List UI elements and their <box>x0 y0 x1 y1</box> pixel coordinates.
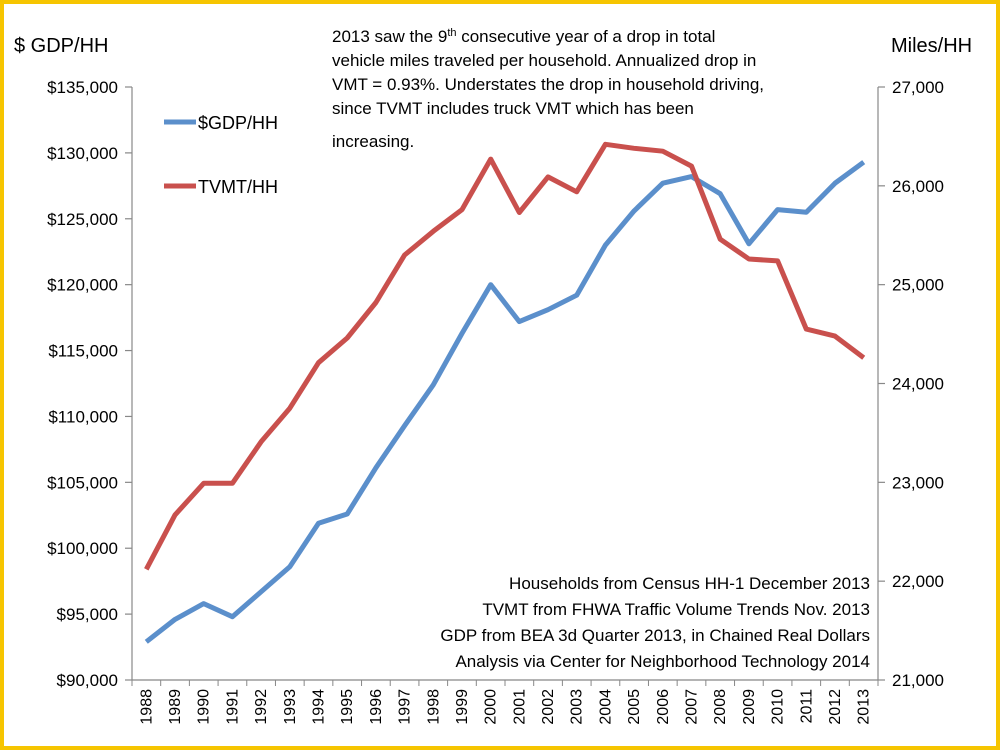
source-line-1: Households from Census HH-1 December 201… <box>509 574 870 593</box>
x-tick-label: 2004 <box>597 689 614 725</box>
x-tick-label: 2005 <box>626 689 643 725</box>
right-tick-label: 22,000 <box>892 572 944 591</box>
x-tick-label: 1989 <box>167 689 184 725</box>
x-tick-label: 1993 <box>282 689 299 725</box>
x-tick-label: 1996 <box>368 689 385 725</box>
series <box>146 144 864 642</box>
x-tick-label: 2010 <box>770 689 787 725</box>
left-tick-label: $135,000 <box>47 78 118 97</box>
right-axis-title: Miles/HH <box>891 35 972 57</box>
left-tick-label: $90,000 <box>57 671 118 690</box>
x-tick-label: 1990 <box>196 689 213 725</box>
x-tick-label: 2009 <box>741 689 758 725</box>
right-tick-label: 24,000 <box>892 375 944 394</box>
annotation-line-5: increasing. <box>332 132 414 151</box>
x-tick-label: 1988 <box>138 689 155 725</box>
line-chart: $ GDP/HH Miles/HH 2013 saw the 9th conse… <box>4 4 1000 754</box>
x-tick-label: 1998 <box>425 689 442 725</box>
x-tick-label: 2011 <box>798 689 815 724</box>
x-tick-label: 1992 <box>253 689 270 725</box>
x-tick-label: 2001 <box>511 689 528 725</box>
annotation: 2013 saw the 9th consecutive year of a d… <box>332 27 764 151</box>
source-line-4: Analysis via Center for Neighborhood Tec… <box>455 652 870 671</box>
source-line-2: TVMT from FHWA Traffic Volume Trends Nov… <box>482 600 870 619</box>
annotation-line-4: since TVMT includes truck VMT which has … <box>332 99 694 118</box>
left-tick-label: $125,000 <box>47 210 118 229</box>
right-tick-label: 26,000 <box>892 177 944 196</box>
left-tick-label: $115,000 <box>48 342 118 361</box>
left-tick-label: $95,000 <box>57 605 118 624</box>
x-tick-label: 2012 <box>827 689 844 725</box>
annotation-line-2: vehicle miles traveled per household. An… <box>332 51 756 70</box>
legend-label-tvmt: TVMT/HH <box>198 177 278 197</box>
x-tick-label: 2007 <box>684 689 701 725</box>
left-tick-label: $105,000 <box>47 473 118 492</box>
x-tick-label: 1991 <box>224 689 241 725</box>
source-line-3: GDP from BEA 3d Quarter 2013, in Chained… <box>440 626 870 645</box>
x-tick-label: 2008 <box>712 689 729 725</box>
left-tick-label: $120,000 <box>47 276 118 295</box>
x-tick-label: 2002 <box>540 689 557 725</box>
left-tick-label: $100,000 <box>47 539 118 558</box>
x-tick-label: 1994 <box>311 689 328 725</box>
x-tick-label: 2000 <box>483 689 500 725</box>
annotation-line-3: VMT = 0.93%. Understates the drop in hou… <box>332 75 764 94</box>
series-line-gdp <box>146 162 863 642</box>
right-tick-label: 27,000 <box>892 78 944 97</box>
x-tick-label: 2013 <box>856 689 873 725</box>
x-tick-label: 1999 <box>454 689 471 725</box>
x-tick-label: 1995 <box>339 689 356 725</box>
x-tick-label: 1997 <box>397 689 414 725</box>
legend-label-gdp: $GDP/HH <box>198 113 278 133</box>
left-tick-label: $110,000 <box>48 407 118 426</box>
right-tick-label: 21,000 <box>892 671 944 690</box>
right-tick-label: 23,000 <box>892 473 944 492</box>
x-tick-label: 2006 <box>655 689 672 725</box>
annotation-line-1: 2013 saw the 9th consecutive year of a d… <box>332 27 715 46</box>
right-tick-label: 25,000 <box>892 276 944 295</box>
series-line-tvmt <box>146 144 863 569</box>
left-axis-title: $ GDP/HH <box>14 35 108 57</box>
source-notes: Households from Census HH-1 December 201… <box>440 574 870 671</box>
left-tick-label: $130,000 <box>47 144 118 163</box>
x-tick-label: 2003 <box>569 689 586 725</box>
legend: $GDP/HH TVMT/HH <box>164 113 278 197</box>
